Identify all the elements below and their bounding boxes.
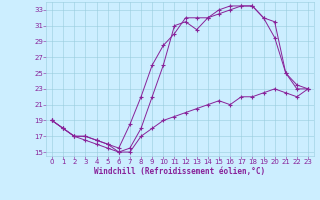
X-axis label: Windchill (Refroidissement éolien,°C): Windchill (Refroidissement éolien,°C) bbox=[94, 167, 266, 176]
